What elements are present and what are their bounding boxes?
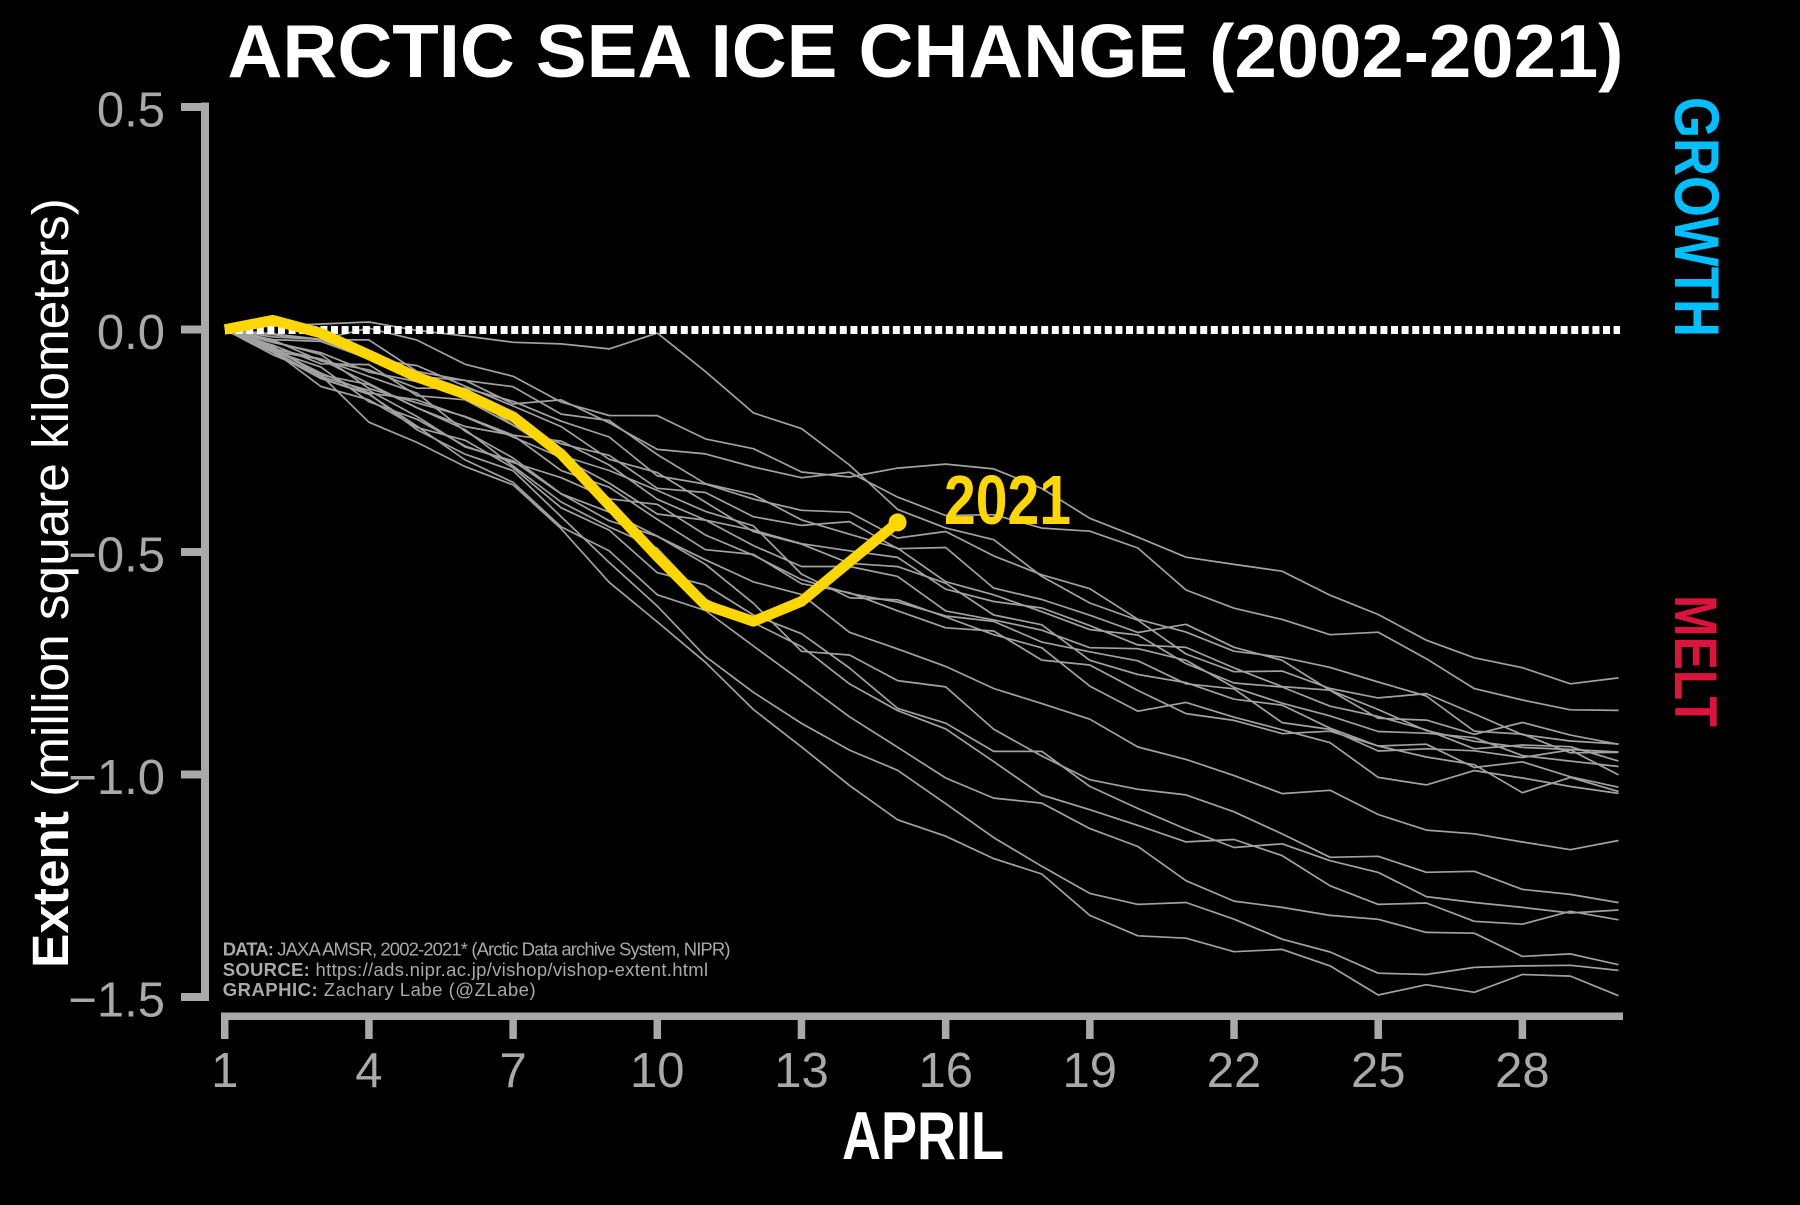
svg-text:10: 10 — [630, 1044, 685, 1098]
svg-text:0.0: 0.0 — [97, 306, 165, 360]
svg-text:SOURCE: https://ads.nipr.ac.jp: SOURCE: https://ads.nipr.ac.jp/vishop/vi… — [223, 959, 709, 980]
svg-text:DATA: JAXA AMSR, 2002-2021* (A: DATA: JAXA AMSR, 2002-2021* (Arctic Data… — [223, 938, 731, 959]
svg-text:GROWTH: GROWTH — [1661, 97, 1731, 337]
svg-text:0.5: 0.5 — [97, 84, 165, 138]
svg-text:19: 19 — [1063, 1044, 1118, 1098]
svg-text:−1.0: −1.0 — [68, 751, 165, 805]
svg-text:−1.5: −1.5 — [68, 974, 165, 1028]
svg-text:13: 13 — [774, 1044, 829, 1098]
svg-text:ARCTIC SEA ICE CHANGE (2002-20: ARCTIC SEA ICE CHANGE (2002-2021) — [228, 9, 1624, 93]
svg-text:APRIL: APRIL — [842, 1098, 1004, 1174]
svg-text:28: 28 — [1495, 1044, 1550, 1098]
svg-text:7: 7 — [499, 1044, 526, 1098]
svg-text:MELT: MELT — [1662, 595, 1729, 727]
svg-text:Extent (million square kilomet: Extent (million square kilometers) — [22, 198, 79, 968]
svg-text:25: 25 — [1351, 1044, 1406, 1098]
svg-text:−0.5: −0.5 — [68, 529, 165, 583]
svg-text:22: 22 — [1207, 1044, 1262, 1098]
svg-text:GRAPHIC: Zachary Labe (@ZLabe): GRAPHIC: Zachary Labe (@ZLabe) — [223, 979, 536, 1000]
svg-text:4: 4 — [355, 1044, 382, 1098]
svg-text:16: 16 — [918, 1044, 973, 1098]
svg-text:1: 1 — [211, 1044, 238, 1098]
svg-text:2021: 2021 — [944, 461, 1071, 539]
